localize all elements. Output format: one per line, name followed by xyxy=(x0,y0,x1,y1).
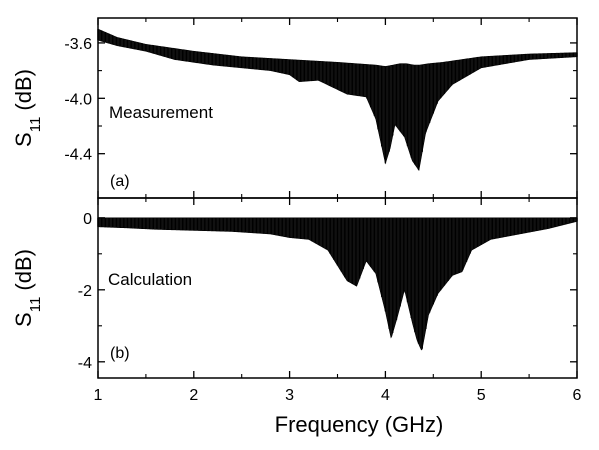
x-axis-title: Frequency (GHz) xyxy=(275,412,444,437)
x-tick-label: 2 xyxy=(189,387,198,404)
x-tick-label: 6 xyxy=(573,387,582,404)
y-tick-label: 0 xyxy=(83,211,92,228)
series-band xyxy=(97,28,578,172)
annotation-text: Calculation xyxy=(108,270,192,289)
panel-label: (a) xyxy=(110,173,130,190)
panel-b-calculation: 1 2 3 4 5 6 0 -2 -4 S11 (dB) (b) Calculation xyxy=(11,197,582,404)
y-tick-label: -4.0 xyxy=(64,91,92,108)
y-axis-title: S11 (dB) xyxy=(11,249,44,327)
panel-a-measurement: -3.6 -4.0 -4.4 S11 (dB) (a) Measurement xyxy=(11,17,578,199)
y-tick-label: -2 xyxy=(78,283,92,300)
y-tick-label: -4 xyxy=(78,355,92,372)
panel-label: (b) xyxy=(110,345,130,362)
x-tick-label: 1 xyxy=(94,387,103,404)
x-tick-label: 5 xyxy=(477,387,486,404)
annotation-text: Measurement xyxy=(109,103,213,122)
y-tick-label: -4.4 xyxy=(64,147,92,164)
y-axis-title: S11 (dB) xyxy=(11,69,44,147)
x-tick-label: 4 xyxy=(381,387,390,404)
y-tick-label: -3.6 xyxy=(64,36,92,53)
x-tick-label: 3 xyxy=(285,387,294,404)
